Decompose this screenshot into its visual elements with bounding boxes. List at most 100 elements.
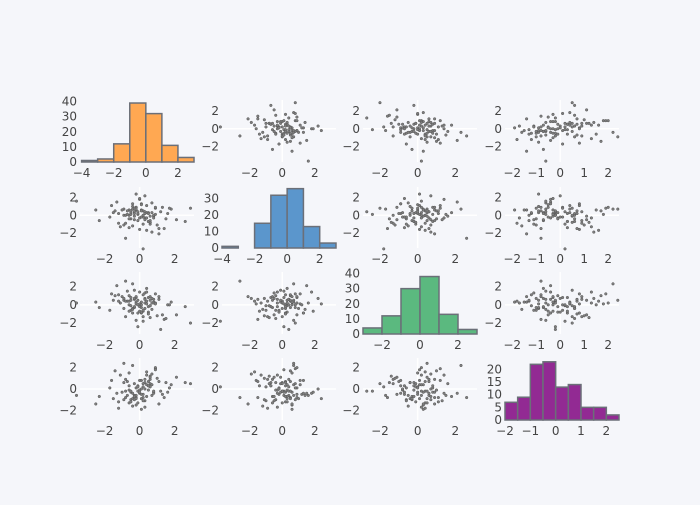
- scatter-point: [573, 316, 577, 321]
- y-tick-label: 15: [487, 375, 502, 389]
- y-tick-label: −2: [342, 403, 360, 417]
- scatter-point: [408, 381, 412, 385]
- y-tick-label: 40: [62, 95, 77, 109]
- scatter-point: [585, 121, 589, 125]
- scatter-point: [275, 391, 279, 395]
- scatter-point: [568, 111, 572, 115]
- histogram-bar: [529, 363, 544, 421]
- scatter-point: [138, 390, 142, 394]
- y-tick-label: 2: [494, 104, 502, 118]
- scatter-point: [416, 128, 420, 132]
- x-tick-label: 0: [136, 424, 144, 438]
- scatter-point: [573, 211, 577, 216]
- scatter-point: [108, 386, 112, 390]
- scatter-point: [408, 135, 412, 139]
- scatter-point: [546, 313, 550, 317]
- scatter-point: [280, 306, 284, 311]
- x-tick-label: −2: [496, 424, 514, 438]
- y-tick-label: 0: [69, 208, 77, 222]
- scatter-point: [285, 120, 289, 125]
- scatter-point: [416, 203, 420, 207]
- scatter-point: [385, 396, 390, 400]
- x-tick-label: −2: [371, 424, 389, 438]
- scatter-point: [183, 305, 187, 309]
- scatter-point: [446, 214, 450, 218]
- scatter-point: [300, 126, 304, 130]
- y-tick-label: 0: [352, 208, 360, 222]
- scatter-point: [132, 211, 136, 216]
- scatter-point: [218, 125, 222, 129]
- scatter-point: [601, 212, 605, 216]
- scatter-point: [410, 147, 414, 151]
- scatter-point: [118, 225, 122, 229]
- x-tick-label: 0: [414, 166, 422, 180]
- scatter-point: [378, 382, 382, 386]
- scatter-point: [254, 127, 258, 131]
- scatter-point: [153, 368, 157, 372]
- scatter-point: [419, 137, 423, 141]
- scatter-point: [416, 386, 420, 390]
- scatter-point: [134, 397, 138, 401]
- scatter-point: [365, 389, 369, 393]
- scatter-point: [153, 292, 157, 296]
- histogram-bar: [161, 144, 179, 163]
- scatter-point: [145, 204, 149, 208]
- scatter-point: [520, 130, 524, 134]
- scatter-point: [124, 299, 128, 303]
- scatter-point: [573, 103, 577, 107]
- scatter-point: [134, 295, 138, 299]
- scatter-point: [549, 202, 553, 206]
- scatter-point: [253, 299, 257, 303]
- scatter-point: [136, 303, 140, 307]
- scatter-point: [419, 373, 423, 377]
- scatter-point: [282, 119, 286, 123]
- scatter-point: [427, 227, 431, 231]
- scatter-point: [145, 228, 149, 232]
- scatter-point: [541, 218, 545, 222]
- scatter-point: [146, 312, 150, 316]
- scatter-point: [589, 123, 593, 127]
- scatter-point: [269, 103, 273, 107]
- scatter-point: [283, 293, 288, 297]
- scatter-point: [423, 123, 427, 127]
- scatter-point: [450, 123, 454, 127]
- scatter-point: [597, 299, 601, 303]
- y-tick-label: 2: [69, 191, 77, 205]
- x-tick-label: 0: [278, 424, 286, 438]
- y-tick-label: 2: [69, 280, 77, 294]
- scatter-point: [272, 399, 276, 403]
- scatter-point: [577, 292, 581, 296]
- scatter-point: [577, 204, 581, 208]
- x-tick-label: −2: [503, 252, 521, 266]
- scatter-point: [580, 295, 584, 299]
- scatter-point: [117, 221, 121, 225]
- scatter-point: [262, 296, 266, 300]
- scatter-point: [124, 389, 128, 393]
- x-tick-label: 0: [416, 338, 424, 352]
- scatter-point: [558, 310, 562, 314]
- scatter-point: [537, 302, 541, 306]
- x-tick-label: −2: [246, 252, 264, 266]
- scatter-point: [305, 284, 309, 288]
- scatter-point: [148, 295, 152, 299]
- scatter-point: [148, 316, 152, 320]
- scatter-point: [143, 405, 147, 409]
- scatter-point: [417, 212, 422, 216]
- scatter-point: [246, 402, 250, 406]
- scatter-point: [436, 125, 440, 129]
- scatter-point: [254, 302, 258, 306]
- scatter-point: [529, 293, 533, 297]
- scatter-point: [94, 402, 98, 406]
- scatter-point: [549, 297, 553, 301]
- scatter-point: [429, 230, 433, 234]
- scatter-point: [410, 397, 414, 401]
- scatter-point: [539, 114, 543, 118]
- scatter-point: [167, 303, 171, 307]
- scatter-point: [174, 218, 179, 222]
- scatter-point: [139, 215, 143, 219]
- scatter-point: [444, 393, 448, 397]
- scatter-point: [298, 383, 302, 387]
- histogram-bar: [129, 102, 147, 163]
- scatter-point: [616, 298, 620, 302]
- scatter-point: [131, 404, 135, 408]
